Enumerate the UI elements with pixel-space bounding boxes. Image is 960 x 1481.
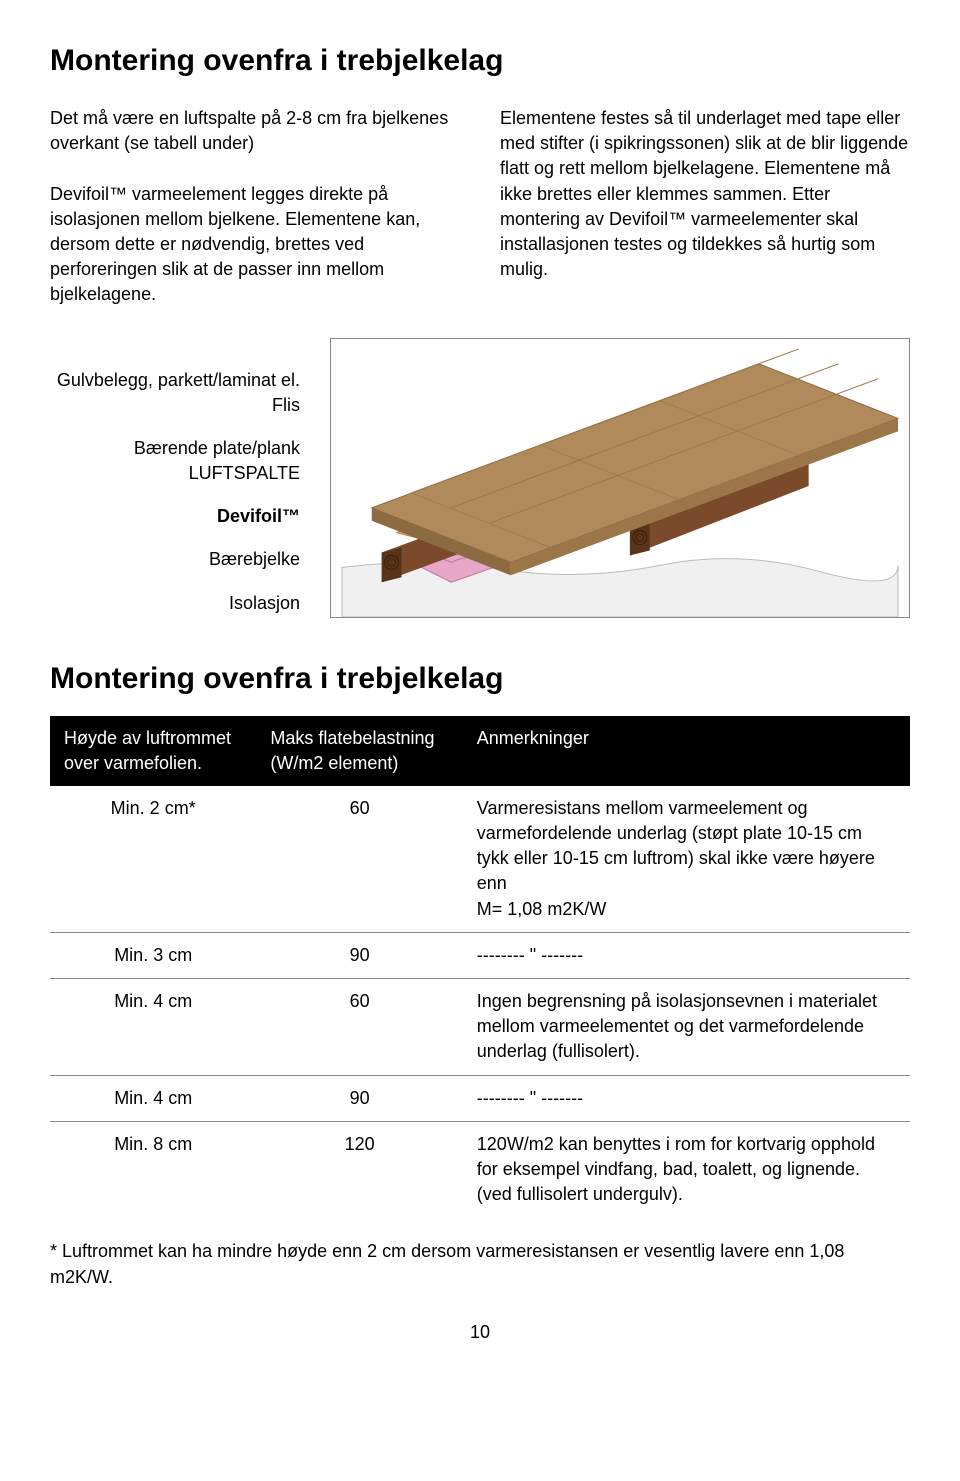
table-row: Min. 4 cm 60 Ingen begrensning på isolas…	[50, 979, 910, 1076]
diagram-label-1: Bærende plate/plank LUFTSPALTE	[50, 436, 300, 486]
table-row: Min. 4 cm 90 -------- " -------	[50, 1075, 910, 1121]
cell-height: Min. 4 cm	[50, 979, 256, 1076]
page-number: 10	[50, 1320, 910, 1345]
cell-height: Min. 3 cm	[50, 932, 256, 978]
intro-left-text: Det må være en luftspalte på 2-8 cm fra …	[50, 106, 460, 308]
table-body: Min. 2 cm* 60 Varmeresistans mellom varm…	[50, 786, 910, 1217]
cell-notes: Ingen begrensning på isolasjonsevnen i m…	[463, 979, 910, 1076]
diagram-label-2: Devifoil™	[50, 504, 300, 529]
th-height: Høyde av luftrommet over varmefolien.	[50, 716, 256, 786]
cell-notes: -------- " -------	[463, 932, 910, 978]
diagram-label-3: Bærebjelke	[50, 547, 300, 572]
table-row: Min. 3 cm 90 -------- " -------	[50, 932, 910, 978]
cell-load: 120	[256, 1121, 462, 1217]
cell-notes: Varmeresistans mellom varmeelement og va…	[463, 786, 910, 932]
table-row: Min. 2 cm* 60 Varmeresistans mellom varm…	[50, 786, 910, 932]
intro-right-text: Elementene festes så til underlaget med …	[500, 106, 910, 282]
cell-height: Min. 2 cm*	[50, 786, 256, 932]
mounting-table: Høyde av luftrommet over varmefolien. Ma…	[50, 716, 910, 1218]
intro-columns: Det må være en luftspalte på 2-8 cm fra …	[50, 106, 910, 308]
diagram-labels: Gulvbelegg, parkett/laminat el. Flis Bær…	[50, 338, 300, 616]
diagram-section: Gulvbelegg, parkett/laminat el. Flis Bær…	[50, 338, 910, 618]
th-load: Maks flatebelastning (W/m2 element)	[256, 716, 462, 786]
cell-load: 60	[256, 979, 462, 1076]
page-title-2: Montering ovenfra i trebjelkelag	[50, 658, 910, 700]
cell-notes: 120W/m2 kan benyttes i rom for kortvarig…	[463, 1121, 910, 1217]
page-title-1: Montering ovenfra i trebjelkelag	[50, 40, 910, 82]
cell-load: 60	[256, 786, 462, 932]
cell-load: 90	[256, 932, 462, 978]
intro-right: Elementene festes så til underlaget med …	[500, 106, 910, 308]
diagram-label-4: Isolasjon	[50, 591, 300, 616]
cell-notes: -------- " -------	[463, 1075, 910, 1121]
intro-left: Det må være en luftspalte på 2-8 cm fra …	[50, 106, 460, 308]
cell-load: 90	[256, 1075, 462, 1121]
cell-height: Min. 4 cm	[50, 1075, 256, 1121]
table-row: Min. 8 cm 120 120W/m2 kan benyttes i rom…	[50, 1121, 910, 1217]
cell-height: Min. 8 cm	[50, 1121, 256, 1217]
diagram-label-0: Gulvbelegg, parkett/laminat el. Flis	[50, 368, 300, 418]
footnote: * Luftrommet kan ha mindre høyde enn 2 c…	[50, 1239, 910, 1289]
diagram-illustration	[330, 338, 910, 618]
th-notes: Anmerkninger	[463, 716, 910, 786]
